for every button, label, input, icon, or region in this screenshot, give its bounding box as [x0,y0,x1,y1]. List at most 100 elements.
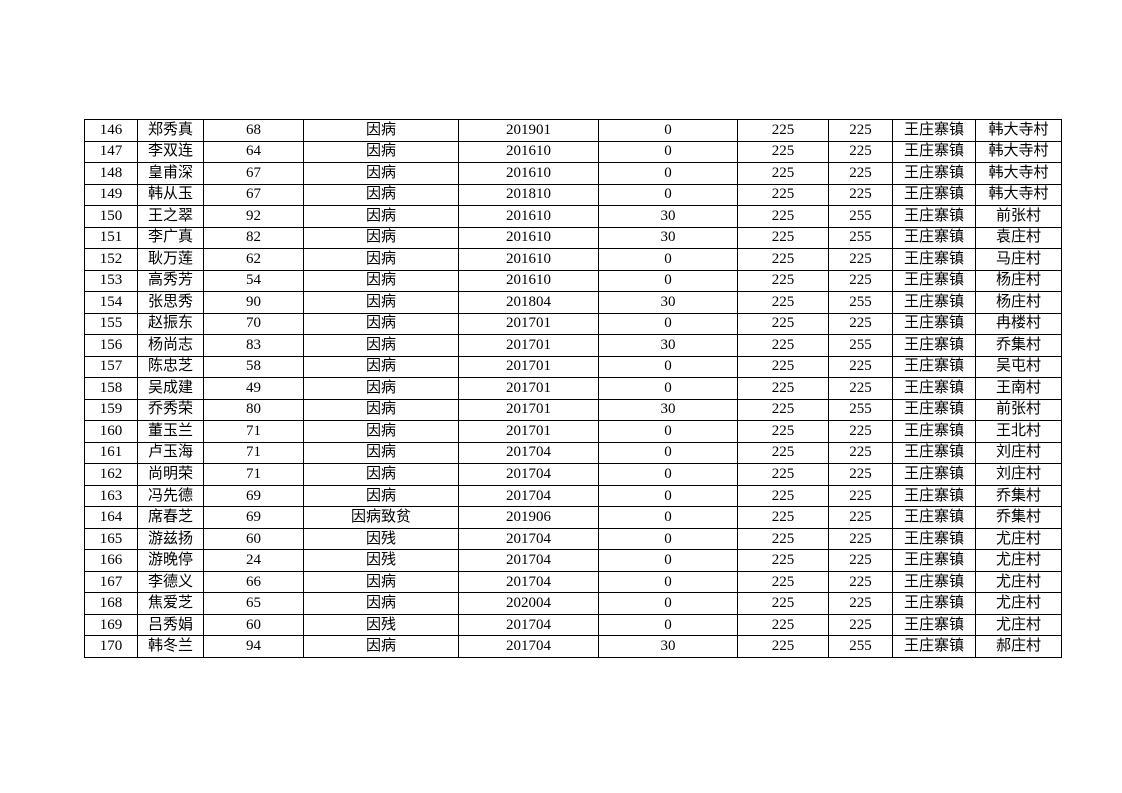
table-cell: 225 [737,613,829,637]
table-cell: 170 [84,635,138,658]
table-cell: 225 [828,484,893,508]
table-cell: 韩大寺村 [975,140,1062,164]
table-cell: 0 [598,441,738,465]
table-cell: 202004 [458,592,599,615]
table-cell: 225 [828,312,893,336]
table-cell: 王庄寨镇 [892,570,976,594]
table-body: 146 郑秀真 68 因病 201901 0 225 225 王庄寨镇 韩大寺村 147 李双连 64 因… [84,119,1062,658]
table-cell: 0 [598,162,738,185]
table-cell: 255 [828,226,893,250]
table-cell: 151 [84,226,138,250]
table-cell: 0 [598,484,738,508]
table-cell: 冯先德 [137,484,204,508]
table-cell: 225 [828,549,893,572]
table-cell: 166 [84,549,138,572]
table-cell: 卢玉海 [137,441,204,465]
table-cell: 乔集村 [975,334,1062,357]
table-cell: 225 [737,592,829,615]
table-cell: 60 [203,613,304,637]
table-cell: 0 [598,312,738,336]
table-cell: 游晚停 [137,549,204,572]
table-cell: 王庄寨镇 [892,291,976,314]
table-cell: 162 [84,463,138,486]
table-row: 166 游晚停 24 因残 201704 0 225 225 王庄寨镇 尤庄村 [84,549,1062,572]
table-cell: 225 [737,377,829,400]
table-cell: 201810 [458,183,599,207]
table-cell: 255 [828,334,893,357]
table-cell: 225 [737,549,829,572]
table-cell: 因病 [303,484,459,508]
table-cell: 王庄寨镇 [892,635,976,658]
table-cell: 149 [84,183,138,207]
table-cell: 152 [84,248,138,271]
table-cell: 159 [84,398,138,422]
table-cell: 王庄寨镇 [892,140,976,164]
table-cell: 225 [737,398,829,422]
table-cell: 因病 [303,635,459,658]
table-cell: 因病 [303,119,459,142]
table-cell: 94 [203,635,304,658]
table-row: 146 郑秀真 68 因病 201901 0 225 225 王庄寨镇 韩大寺村 [84,119,1062,142]
table-cell: 225 [737,119,829,142]
table-row: 152 耿万莲 62 因病 201610 0 225 225 王庄寨镇 马庄村 [84,248,1062,271]
table-cell: 201701 [458,398,599,422]
table-cell: 杨尚志 [137,334,204,357]
table-cell: 225 [828,183,893,207]
table-cell: 49 [203,377,304,400]
table-row: 161 卢玉海 71 因病 201704 0 225 225 王庄寨镇 刘庄村 [84,441,1062,465]
table-row: 158 吴成建 49 因病 201701 0 225 225 王庄寨镇 王南村 [84,377,1062,400]
table-cell: 225 [828,570,893,594]
table-cell: 王庄寨镇 [892,334,976,357]
table-cell: 225 [737,205,829,228]
table-cell: 刘庄村 [975,441,1062,465]
table-row: 154 张思秀 90 因病 201804 30 225 255 王庄寨镇 杨庄村 [84,291,1062,314]
table-cell: 赵振东 [137,312,204,336]
table-cell: 0 [598,592,738,615]
table-cell: 王庄寨镇 [892,162,976,185]
table-cell: 82 [203,226,304,250]
table-cell: 148 [84,162,138,185]
table-cell: 201704 [458,570,599,594]
table-cell: 147 [84,140,138,164]
table-row: 150 王之翠 92 因病 201610 30 225 255 王庄寨镇 前张村 [84,205,1062,228]
table-cell: 王南村 [975,377,1062,400]
table-cell: 225 [737,312,829,336]
table-cell: 尚明荣 [137,463,204,486]
table-cell: 155 [84,312,138,336]
table-cell: 201610 [458,248,599,271]
table-cell: 225 [737,140,829,164]
table-row: 156 杨尚志 83 因病 201701 30 225 255 王庄寨镇 乔集村 [84,334,1062,357]
table-cell: 225 [828,613,893,637]
table-cell: 30 [598,291,738,314]
table-cell: 65 [203,592,304,615]
table-cell: 王庄寨镇 [892,463,976,486]
table-cell: 冉楼村 [975,312,1062,336]
table-cell: 因病 [303,205,459,228]
table-cell: 因病 [303,570,459,594]
table-row: 155 赵振东 70 因病 201701 0 225 225 王庄寨镇 冉楼村 [84,312,1062,336]
table-cell: 169 [84,613,138,637]
table-cell: 158 [84,377,138,400]
table-cell: 83 [203,334,304,357]
table-cell: 201610 [458,162,599,185]
table-cell: 0 [598,183,738,207]
table-cell: 201906 [458,506,599,529]
table-cell: 165 [84,527,138,551]
table-cell: 156 [84,334,138,357]
table-cell: 71 [203,463,304,486]
table-cell: 225 [737,463,829,486]
table-cell: 225 [737,334,829,357]
table-cell: 67 [203,162,304,185]
table-cell: 0 [598,119,738,142]
table-cell: 0 [598,140,738,164]
table-cell: 韩大寺村 [975,119,1062,142]
table-cell: 68 [203,119,304,142]
table-cell: 30 [598,334,738,357]
table-cell: 30 [598,226,738,250]
table-cell: 因病 [303,420,459,443]
table-cell: 因病 [303,592,459,615]
table-cell: 90 [203,291,304,314]
table-cell: 225 [828,377,893,400]
table-cell: 201701 [458,377,599,400]
table-cell: 225 [737,420,829,443]
